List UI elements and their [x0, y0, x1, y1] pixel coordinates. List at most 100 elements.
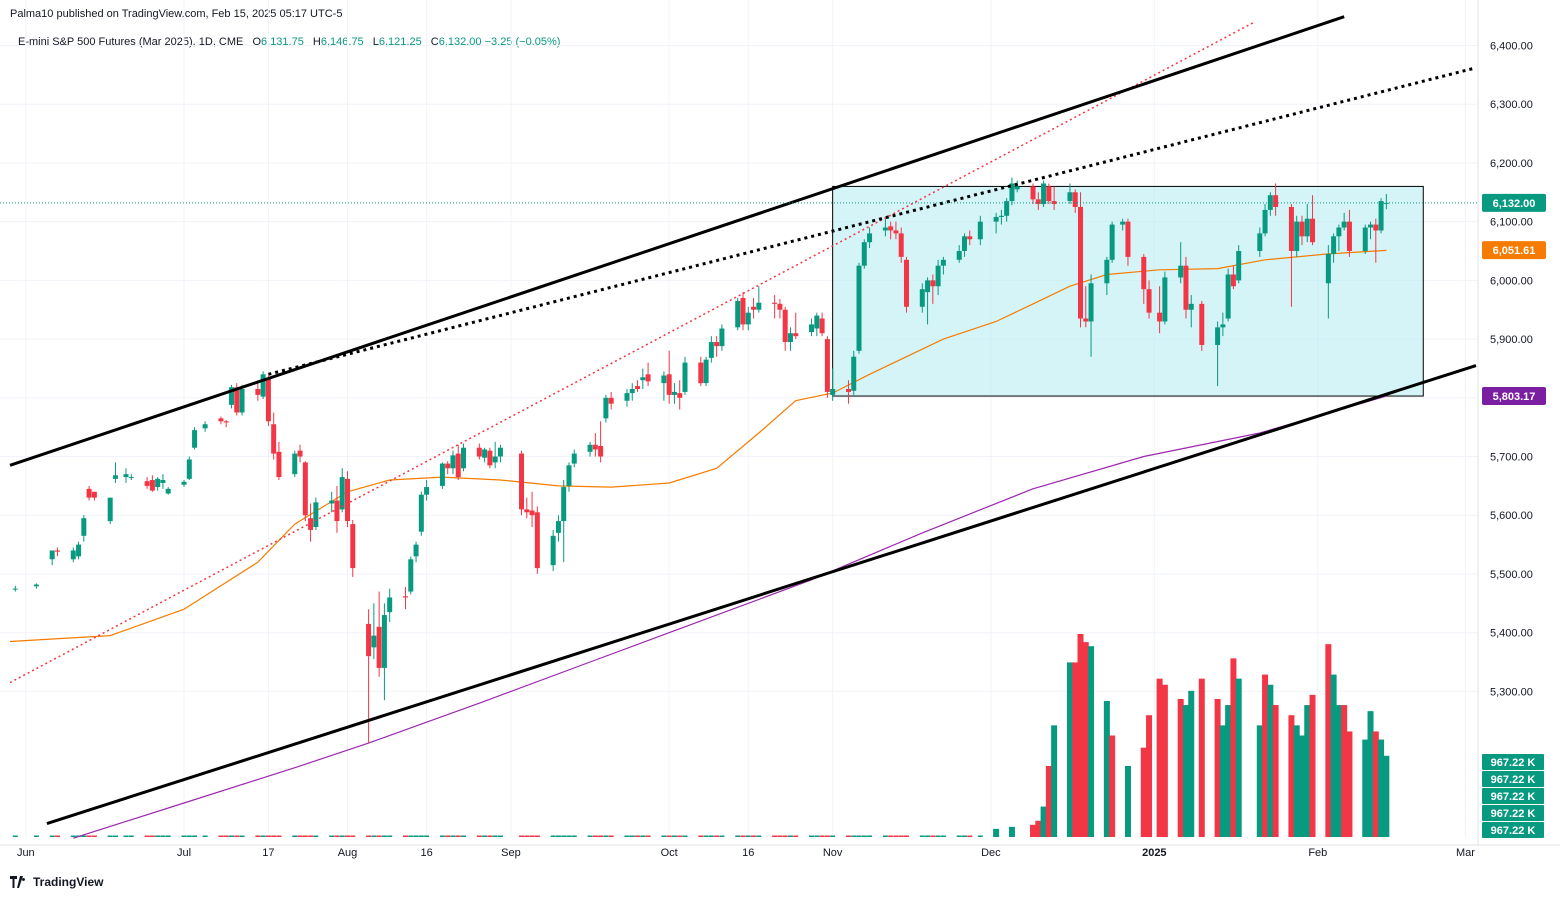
volume-tag-label: 967.22 K — [1491, 791, 1536, 803]
candle-body — [1014, 186, 1020, 190]
candle-body — [123, 474, 129, 478]
candle-body — [1262, 209, 1268, 234]
candle-body — [787, 333, 793, 343]
y-tick-label: 5,700.00 — [1490, 452, 1533, 464]
candle-body — [624, 393, 630, 401]
candle-body — [998, 215, 1004, 217]
candle-body — [671, 391, 677, 395]
volume-bar — [940, 835, 946, 837]
volume-bar — [534, 835, 540, 837]
volume-bar — [1362, 739, 1369, 837]
volume-bar — [476, 835, 482, 837]
close-label: C — [430, 36, 439, 48]
candle-body — [1035, 199, 1041, 205]
candle-body — [1220, 324, 1226, 328]
candle-body — [608, 397, 614, 404]
trendlines[interactable] — [0, 15, 1478, 825]
volume-bar — [645, 835, 651, 837]
volume-bar — [265, 835, 271, 837]
candles — [12, 177, 1389, 744]
volume-bar — [735, 835, 741, 837]
candle-body — [297, 450, 303, 457]
price-tag-label: 6,132.00 — [1493, 198, 1536, 210]
candle-body — [1346, 221, 1352, 252]
volume-bar — [682, 835, 688, 837]
candle-body — [566, 465, 572, 486]
volume-bar — [698, 835, 704, 837]
volume-bar — [376, 835, 382, 837]
candle-body — [107, 497, 113, 522]
volume-bar — [1177, 698, 1184, 837]
volume-bar — [993, 828, 1000, 837]
candle-body — [128, 477, 134, 479]
candle-body — [719, 328, 725, 347]
candle-body — [830, 389, 836, 395]
volume-bar — [977, 835, 983, 837]
candle-body — [856, 265, 862, 351]
volume-bar — [329, 835, 335, 837]
volume-bar — [956, 835, 962, 837]
volume-bar — [919, 835, 925, 837]
volume-bar — [366, 835, 372, 837]
candle-body — [1183, 265, 1189, 310]
volume-bar — [1267, 684, 1274, 837]
tradingview-footer: TradingView — [10, 875, 103, 889]
x-tick-label: Feb — [1308, 847, 1327, 859]
volume-bar — [603, 835, 609, 837]
candle-body — [271, 424, 277, 454]
volume-bar — [128, 835, 134, 837]
volume-bar — [123, 835, 129, 837]
volume-bar — [925, 835, 931, 837]
volume-bar — [777, 835, 783, 837]
volume-bar — [271, 835, 277, 837]
dotted-resistance-line — [268, 66, 1477, 376]
channel-upper-line — [9, 15, 1345, 467]
candle-body — [149, 480, 155, 491]
volume-bar — [223, 835, 229, 837]
candle-body — [86, 488, 92, 498]
candle-body — [1125, 221, 1131, 257]
volume-tag-label: 967.22 K — [1491, 774, 1536, 786]
moving-averages — [9, 249, 1387, 839]
candle-body — [1083, 318, 1089, 322]
candle-body — [587, 444, 593, 452]
candle-body — [1336, 227, 1342, 237]
volume-bar — [666, 835, 672, 837]
candle-body — [202, 424, 208, 429]
volume-bar — [661, 835, 667, 837]
volume-tag — [1482, 805, 1544, 821]
volume-bar — [1156, 678, 1163, 837]
volume-bar — [930, 835, 936, 837]
volume-bar — [202, 835, 208, 837]
candle-body — [403, 596, 409, 598]
x-tick-label: 17 — [262, 847, 274, 859]
candle-body — [381, 615, 387, 668]
volume-bar — [497, 835, 503, 837]
price-tag-label: 6,051.61 — [1493, 245, 1536, 257]
candle-body — [961, 236, 967, 252]
volume-bar — [809, 835, 815, 837]
candle-body — [751, 306, 757, 310]
volume-bar — [450, 835, 456, 837]
volume-bar — [1367, 711, 1374, 837]
candle-body — [571, 453, 577, 464]
volume-bar — [218, 835, 224, 837]
volume-bar — [86, 835, 92, 837]
volume-bar — [793, 835, 799, 837]
candle-body — [1051, 201, 1057, 205]
candle-body — [1067, 192, 1073, 202]
volume-bar — [49, 835, 55, 837]
volume-layer — [12, 634, 1390, 837]
volume-bar — [292, 835, 298, 837]
volume-bar — [1066, 662, 1073, 837]
x-tick-label: Dec — [981, 847, 1001, 859]
volume-bar — [1256, 725, 1263, 837]
candle-body — [1162, 277, 1168, 322]
candle-body — [935, 265, 941, 287]
volume-bar — [1309, 694, 1316, 837]
volume-bar — [898, 835, 904, 837]
volume-bar — [455, 835, 461, 837]
price-tag — [1482, 193, 1546, 212]
volume-bar — [165, 835, 171, 837]
